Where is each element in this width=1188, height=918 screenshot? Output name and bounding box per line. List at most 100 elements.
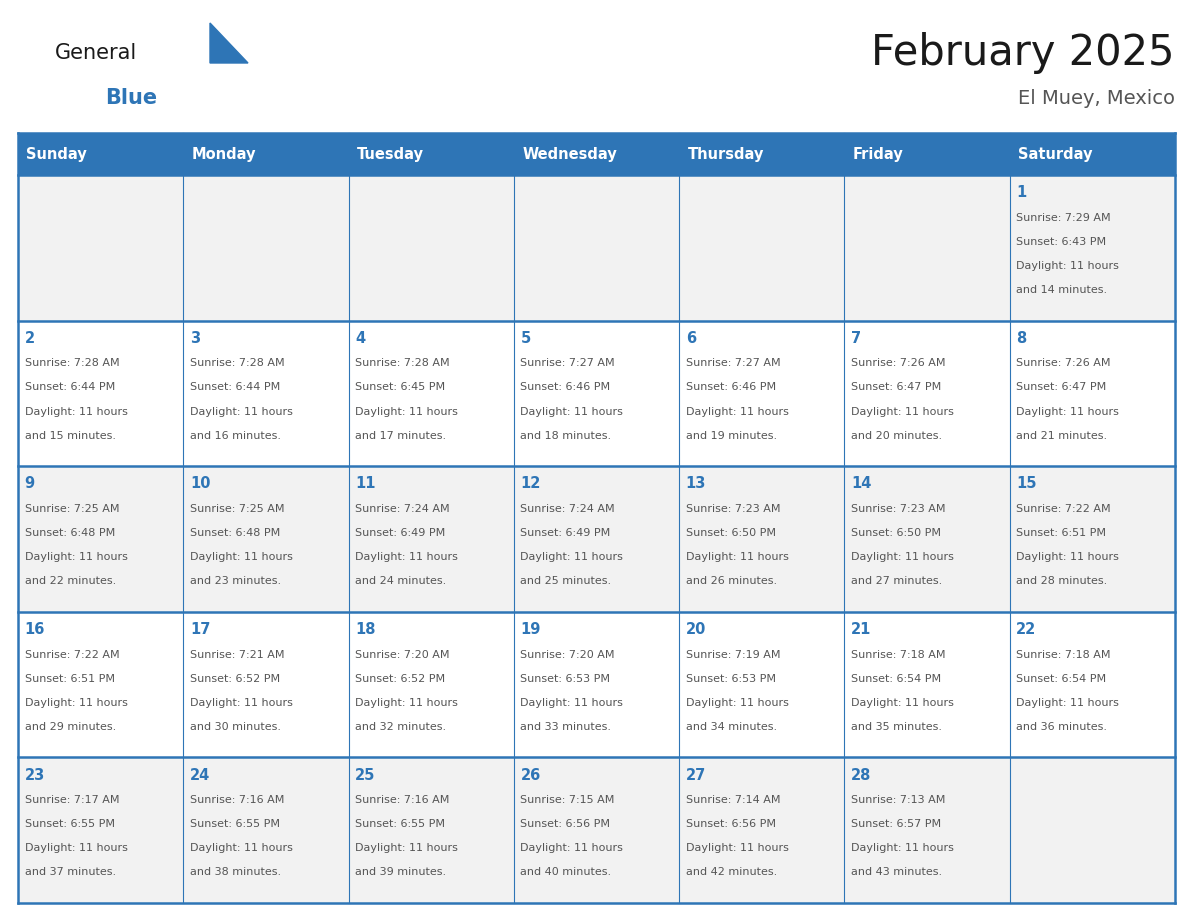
Text: 5: 5: [520, 330, 531, 346]
Text: 9: 9: [25, 476, 34, 491]
Text: Sunrise: 7:18 AM: Sunrise: 7:18 AM: [1016, 650, 1111, 660]
Text: Sunset: 6:52 PM: Sunset: 6:52 PM: [355, 674, 446, 684]
Text: and 19 minutes.: and 19 minutes.: [685, 431, 777, 441]
Text: Sunset: 6:54 PM: Sunset: 6:54 PM: [1016, 674, 1106, 684]
Text: Sunset: 6:53 PM: Sunset: 6:53 PM: [520, 674, 611, 684]
Bar: [845, 175, 1010, 320]
Bar: [1010, 320, 1175, 466]
Text: and 43 minutes.: and 43 minutes.: [851, 868, 942, 878]
Text: Sunrise: 7:28 AM: Sunrise: 7:28 AM: [25, 358, 119, 368]
Text: Daylight: 11 hours: Daylight: 11 hours: [25, 698, 127, 708]
Text: Sunrise: 7:16 AM: Sunrise: 7:16 AM: [190, 795, 284, 805]
Text: Sunday: Sunday: [26, 147, 87, 162]
Text: Daylight: 11 hours: Daylight: 11 hours: [1016, 552, 1119, 562]
Text: and 20 minutes.: and 20 minutes.: [851, 431, 942, 441]
Text: Daylight: 11 hours: Daylight: 11 hours: [520, 844, 624, 854]
Text: and 35 minutes.: and 35 minutes.: [851, 722, 942, 732]
Bar: [1010, 757, 1175, 903]
Text: February 2025: February 2025: [872, 32, 1175, 74]
Text: Sunrise: 7:19 AM: Sunrise: 7:19 AM: [685, 650, 781, 660]
Text: Sunset: 6:49 PM: Sunset: 6:49 PM: [355, 528, 446, 538]
Bar: [348, 320, 514, 466]
Text: Daylight: 11 hours: Daylight: 11 hours: [851, 844, 954, 854]
Bar: [514, 466, 680, 611]
Bar: [183, 466, 348, 611]
Text: Sunset: 6:56 PM: Sunset: 6:56 PM: [520, 819, 611, 829]
Text: Daylight: 11 hours: Daylight: 11 hours: [355, 844, 459, 854]
Text: Sunset: 6:43 PM: Sunset: 6:43 PM: [1016, 237, 1106, 247]
Text: Daylight: 11 hours: Daylight: 11 hours: [1016, 261, 1119, 271]
Text: Thursday: Thursday: [688, 147, 764, 162]
Bar: [514, 611, 680, 757]
Bar: [183, 611, 348, 757]
Text: Sunrise: 7:28 AM: Sunrise: 7:28 AM: [190, 358, 284, 368]
Text: 24: 24: [190, 767, 210, 782]
Text: Sunrise: 7:23 AM: Sunrise: 7:23 AM: [851, 504, 946, 514]
Text: and 18 minutes.: and 18 minutes.: [520, 431, 612, 441]
Text: Sunrise: 7:26 AM: Sunrise: 7:26 AM: [851, 358, 946, 368]
Text: Daylight: 11 hours: Daylight: 11 hours: [685, 844, 789, 854]
Bar: [680, 175, 845, 320]
Text: Friday: Friday: [853, 147, 903, 162]
Text: Sunrise: 7:24 AM: Sunrise: 7:24 AM: [355, 504, 450, 514]
Text: Saturday: Saturday: [1018, 147, 1093, 162]
Bar: [183, 320, 348, 466]
Text: Daylight: 11 hours: Daylight: 11 hours: [355, 698, 459, 708]
Text: Sunset: 6:44 PM: Sunset: 6:44 PM: [190, 383, 280, 393]
Text: Sunset: 6:44 PM: Sunset: 6:44 PM: [25, 383, 115, 393]
Text: Sunset: 6:52 PM: Sunset: 6:52 PM: [190, 674, 280, 684]
Text: 10: 10: [190, 476, 210, 491]
Bar: [1010, 611, 1175, 757]
Text: 18: 18: [355, 622, 375, 637]
Bar: [845, 466, 1010, 611]
Text: and 32 minutes.: and 32 minutes.: [355, 722, 447, 732]
Text: Sunrise: 7:27 AM: Sunrise: 7:27 AM: [520, 358, 615, 368]
Text: Sunrise: 7:13 AM: Sunrise: 7:13 AM: [851, 795, 946, 805]
Text: and 26 minutes.: and 26 minutes.: [685, 577, 777, 586]
Text: Sunrise: 7:27 AM: Sunrise: 7:27 AM: [685, 358, 781, 368]
Text: Daylight: 11 hours: Daylight: 11 hours: [851, 552, 954, 562]
Text: 3: 3: [190, 330, 200, 346]
Text: Daylight: 11 hours: Daylight: 11 hours: [520, 698, 624, 708]
Text: Sunset: 6:55 PM: Sunset: 6:55 PM: [25, 819, 114, 829]
Bar: [514, 175, 680, 320]
Text: and 42 minutes.: and 42 minutes.: [685, 868, 777, 878]
Bar: [348, 175, 514, 320]
Text: Sunrise: 7:25 AM: Sunrise: 7:25 AM: [25, 504, 119, 514]
Text: Sunset: 6:55 PM: Sunset: 6:55 PM: [190, 819, 280, 829]
Text: 19: 19: [520, 622, 541, 637]
Text: and 38 minutes.: and 38 minutes.: [190, 868, 282, 878]
Bar: [845, 320, 1010, 466]
Bar: [18, 611, 183, 757]
Bar: [18, 133, 1175, 175]
Text: and 23 minutes.: and 23 minutes.: [190, 577, 282, 586]
Text: Sunrise: 7:17 AM: Sunrise: 7:17 AM: [25, 795, 119, 805]
Text: Sunset: 6:49 PM: Sunset: 6:49 PM: [520, 528, 611, 538]
Text: Wednesday: Wednesday: [522, 147, 617, 162]
Text: Sunset: 6:56 PM: Sunset: 6:56 PM: [685, 819, 776, 829]
Bar: [680, 611, 845, 757]
Text: Sunrise: 7:29 AM: Sunrise: 7:29 AM: [1016, 213, 1111, 223]
Text: Sunset: 6:46 PM: Sunset: 6:46 PM: [520, 383, 611, 393]
Bar: [680, 466, 845, 611]
Text: and 25 minutes.: and 25 minutes.: [520, 577, 612, 586]
Text: 13: 13: [685, 476, 706, 491]
Text: Daylight: 11 hours: Daylight: 11 hours: [25, 552, 127, 562]
Text: Sunrise: 7:23 AM: Sunrise: 7:23 AM: [685, 504, 781, 514]
Text: 26: 26: [520, 767, 541, 782]
Text: Monday: Monday: [191, 147, 257, 162]
Bar: [845, 611, 1010, 757]
Text: 23: 23: [25, 767, 45, 782]
Text: Sunset: 6:47 PM: Sunset: 6:47 PM: [851, 383, 941, 393]
Text: 17: 17: [190, 622, 210, 637]
Text: and 16 minutes.: and 16 minutes.: [190, 431, 280, 441]
Text: Sunrise: 7:28 AM: Sunrise: 7:28 AM: [355, 358, 450, 368]
Bar: [18, 175, 183, 320]
Text: and 36 minutes.: and 36 minutes.: [1016, 722, 1107, 732]
Text: 16: 16: [25, 622, 45, 637]
Text: Daylight: 11 hours: Daylight: 11 hours: [190, 698, 292, 708]
Text: Sunset: 6:50 PM: Sunset: 6:50 PM: [685, 528, 776, 538]
Text: 15: 15: [1016, 476, 1037, 491]
Text: Sunrise: 7:22 AM: Sunrise: 7:22 AM: [25, 650, 119, 660]
Text: 4: 4: [355, 330, 365, 346]
